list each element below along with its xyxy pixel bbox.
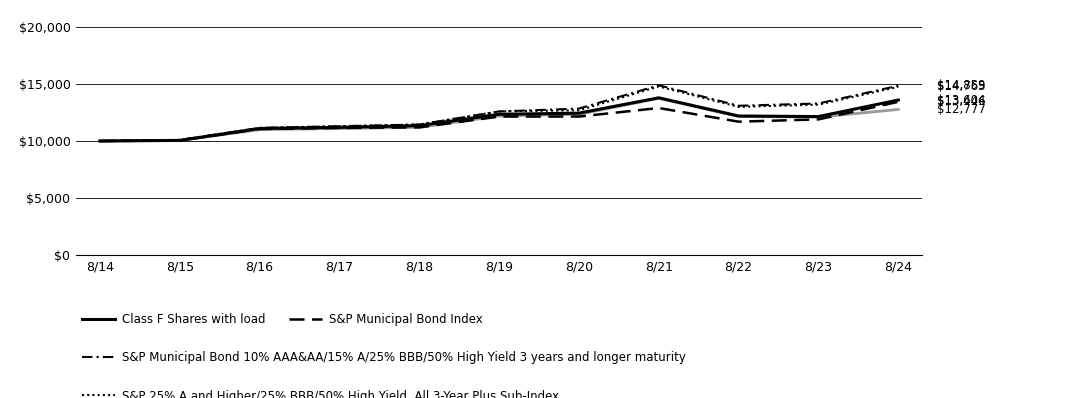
Text: $14,765: $14,765: [937, 80, 986, 93]
Text: $12,777: $12,777: [937, 103, 986, 116]
Text: $14,859: $14,859: [937, 79, 985, 92]
Text: $13,446: $13,446: [937, 95, 986, 108]
Text: $13,604: $13,604: [937, 94, 985, 107]
